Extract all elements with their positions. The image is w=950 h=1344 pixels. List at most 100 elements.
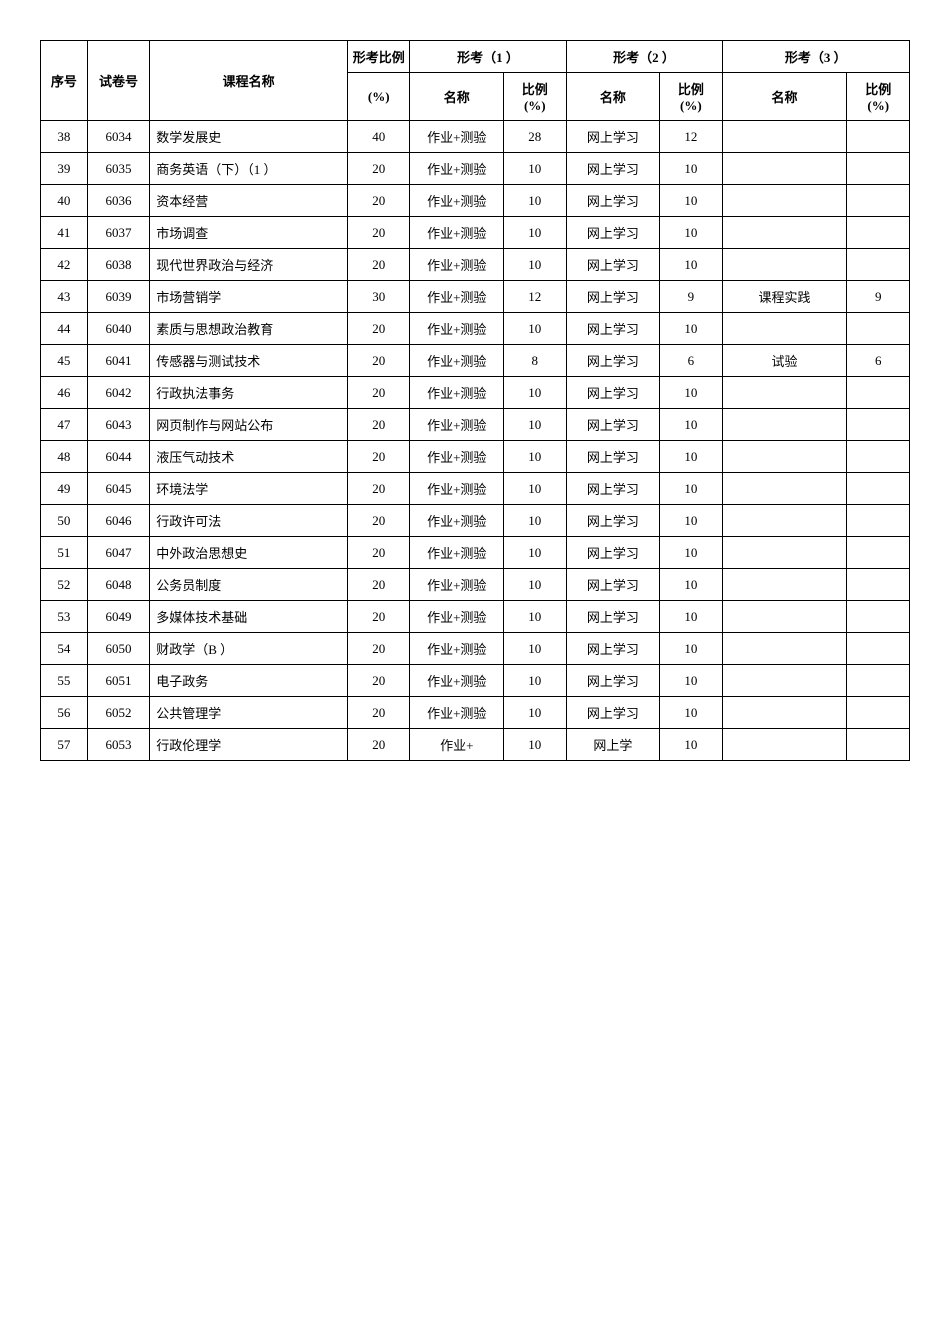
table-cell: 51: [41, 537, 88, 569]
table-cell: [722, 505, 847, 537]
table-cell: 10: [660, 441, 722, 473]
table-cell: 53: [41, 601, 88, 633]
header-name3: 名称: [722, 73, 847, 121]
table-cell: 52: [41, 569, 88, 601]
table-cell: 作业+测验: [410, 569, 504, 601]
table-cell: 10: [504, 313, 566, 345]
table-cell: 50: [41, 505, 88, 537]
course-table: 序号 试卷号 课程名称 形考比例 形考（1 ） 形考（2 ） 形考（3 ） (%…: [40, 40, 910, 761]
table-cell: 20: [348, 729, 410, 761]
table-cell: [722, 185, 847, 217]
table-cell: 作业+测验: [410, 345, 504, 377]
table-cell: [722, 729, 847, 761]
table-cell: [722, 377, 847, 409]
table-cell: [847, 633, 910, 665]
table-cell: 43: [41, 281, 88, 313]
table-cell: 6049: [87, 601, 149, 633]
table-row: 396035商务英语（下）（1 ）20作业+测验10网上学习10: [41, 153, 910, 185]
header-group2: 形考（2 ）: [566, 41, 722, 73]
table-cell: 8: [504, 345, 566, 377]
table-cell: 作业+测验: [410, 153, 504, 185]
table-cell: [847, 473, 910, 505]
table-cell: 网上学习: [566, 633, 660, 665]
table-cell: 作业+测验: [410, 633, 504, 665]
table-cell: 6051: [87, 665, 149, 697]
table-cell: [847, 537, 910, 569]
table-header: 序号 试卷号 课程名称 形考比例 形考（1 ） 形考（2 ） 形考（3 ） (%…: [41, 41, 910, 121]
table-cell: 20: [348, 505, 410, 537]
table-cell: 10: [504, 377, 566, 409]
table-cell: [722, 569, 847, 601]
table-cell: 10: [660, 697, 722, 729]
table-cell: 作业+测验: [410, 505, 504, 537]
table-cell: 公共管理学: [150, 697, 348, 729]
table-cell: 网上学习: [566, 473, 660, 505]
table-cell: [722, 249, 847, 281]
table-cell: 作业+测验: [410, 697, 504, 729]
table-cell: 9: [660, 281, 722, 313]
header-xk-unit: (%): [348, 73, 410, 121]
table-cell: 10: [660, 473, 722, 505]
table-cell: 40: [41, 185, 88, 217]
table-cell: 39: [41, 153, 88, 185]
table-cell: [722, 409, 847, 441]
table-cell: 素质与思想政治教育: [150, 313, 348, 345]
table-cell: 液压气动技术: [150, 441, 348, 473]
table-cell: 6050: [87, 633, 149, 665]
table-cell: [722, 665, 847, 697]
table-cell: 10: [504, 601, 566, 633]
header-course: 课程名称: [150, 41, 348, 121]
table-cell: 9: [847, 281, 910, 313]
table-cell: 行政执法事务: [150, 377, 348, 409]
table-body: 386034数学发展史40作业+测验28网上学习12396035商务英语（下）（…: [41, 121, 910, 761]
table-cell: [847, 249, 910, 281]
table-cell: 20: [348, 185, 410, 217]
table-row: 466042行政执法事务20作业+测验10网上学习10: [41, 377, 910, 409]
table-cell: 10: [504, 537, 566, 569]
table-cell: 10: [504, 569, 566, 601]
table-cell: 10: [660, 377, 722, 409]
table-cell: [722, 441, 847, 473]
table-cell: 环境法学: [150, 473, 348, 505]
table-cell: 10: [504, 217, 566, 249]
table-cell: 作业+测验: [410, 441, 504, 473]
table-cell: [722, 153, 847, 185]
table-cell: 6045: [87, 473, 149, 505]
table-cell: 6036: [87, 185, 149, 217]
table-cell: 作业+测验: [410, 409, 504, 441]
table-cell: 网上学习: [566, 345, 660, 377]
table-cell: 6: [847, 345, 910, 377]
table-cell: 6037: [87, 217, 149, 249]
table-row: 386034数学发展史40作业+测验28网上学习12: [41, 121, 910, 153]
table-cell: 47: [41, 409, 88, 441]
table-cell: 10: [504, 729, 566, 761]
table-cell: 10: [660, 185, 722, 217]
table-cell: 6043: [87, 409, 149, 441]
table-cell: [847, 185, 910, 217]
table-cell: 网上学习: [566, 185, 660, 217]
table-cell: 6042: [87, 377, 149, 409]
header-paper: 试卷号: [87, 41, 149, 121]
table-cell: 20: [348, 153, 410, 185]
table-cell: 10: [504, 249, 566, 281]
table-cell: [847, 569, 910, 601]
table-row: 476043网页制作与网站公布20作业+测验10网上学习10: [41, 409, 910, 441]
table-cell: 20: [348, 473, 410, 505]
table-cell: 6034: [87, 121, 149, 153]
table-cell: 财政学（B ）: [150, 633, 348, 665]
table-row: 426038现代世界政治与经济20作业+测验10网上学习10: [41, 249, 910, 281]
header-pct1: 比例(%): [504, 73, 566, 121]
table-cell: [722, 473, 847, 505]
table-cell: 6047: [87, 537, 149, 569]
table-row: 446040素质与思想政治教育20作业+测验10网上学习10: [41, 313, 910, 345]
table-row: 496045环境法学20作业+测验10网上学习10: [41, 473, 910, 505]
table-cell: 作业+测验: [410, 473, 504, 505]
table-cell: 56: [41, 697, 88, 729]
table-cell: 6053: [87, 729, 149, 761]
table-cell: 20: [348, 377, 410, 409]
table-cell: 作业+测验: [410, 217, 504, 249]
table-row: 546050财政学（B ）20作业+测验10网上学习10: [41, 633, 910, 665]
table-cell: 10: [660, 153, 722, 185]
table-cell: 10: [660, 217, 722, 249]
table-cell: 10: [660, 409, 722, 441]
